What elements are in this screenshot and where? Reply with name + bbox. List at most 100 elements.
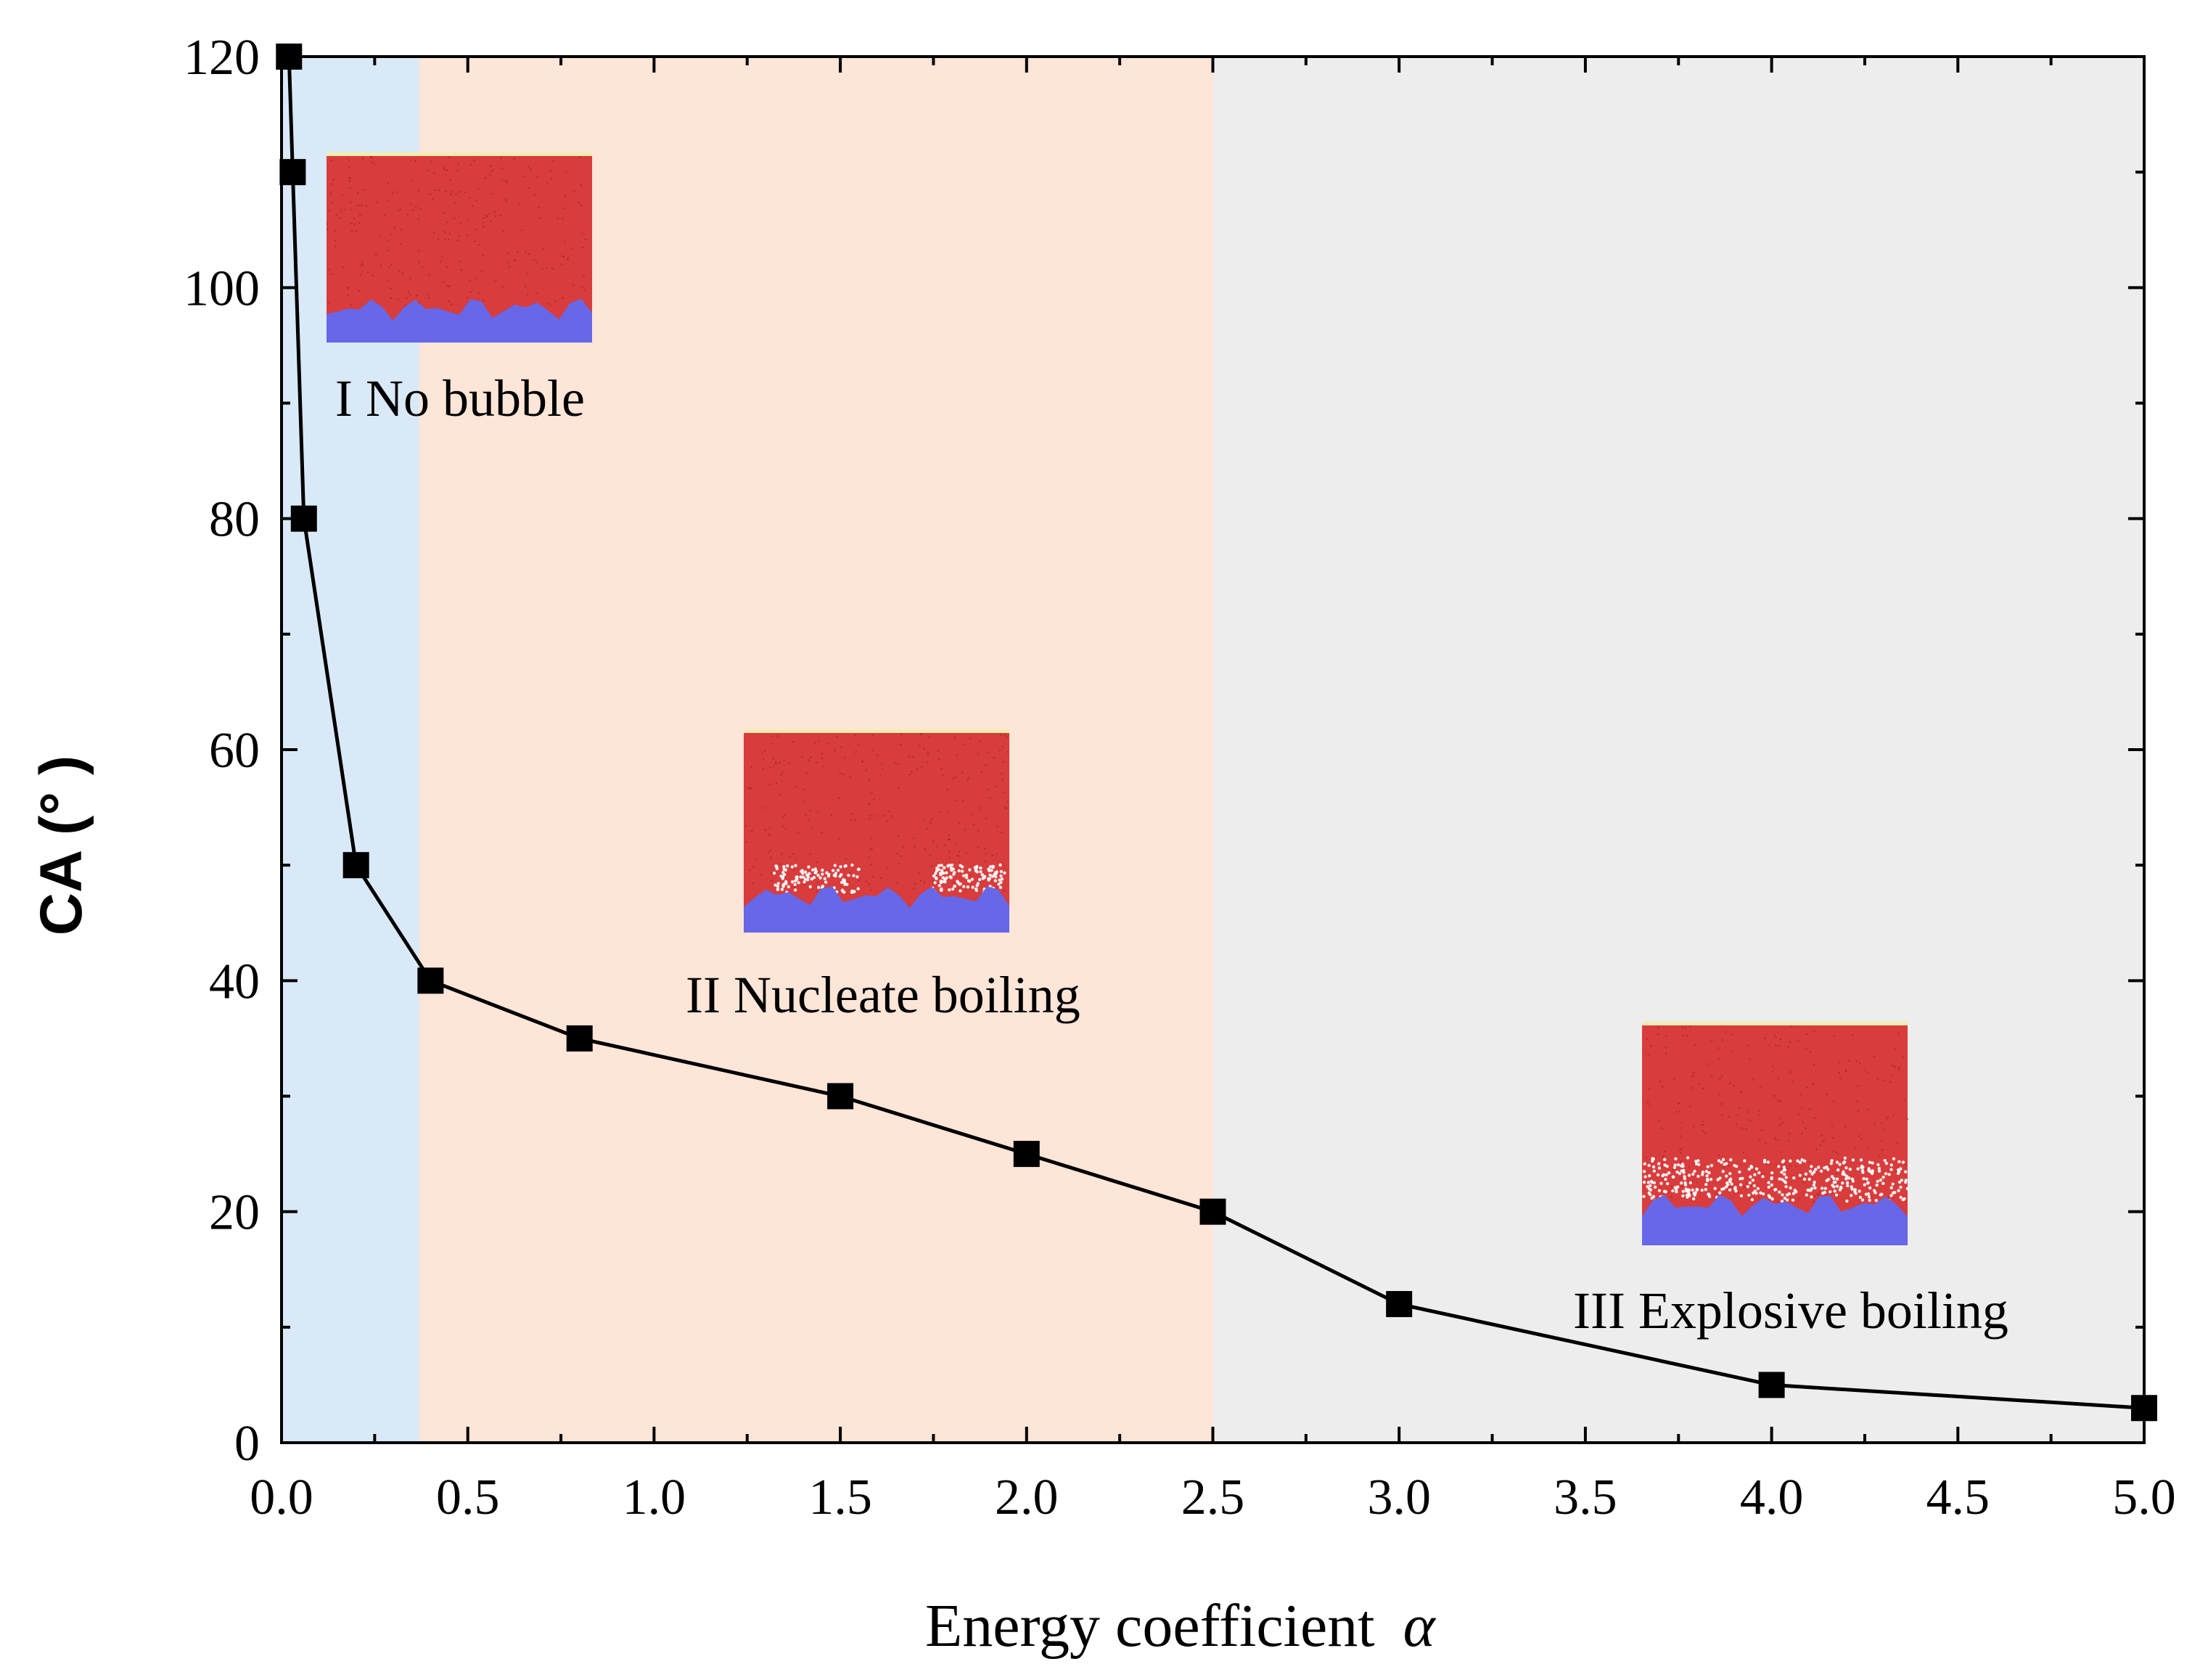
inset-vapor-dot [1724,1185,1728,1189]
inset-vapor-dot [971,885,974,889]
inset-noise [482,254,484,256]
inset-noise [781,853,783,855]
inset-noise [1845,1070,1847,1073]
inset-vapor-dot [1858,1195,1863,1200]
inset-vapor-dot [988,873,992,877]
inset-vapor-dot [966,879,971,882]
inset-vapor-dot [814,869,818,873]
inset-noise [916,769,918,771]
inset-noise [788,865,790,867]
inset-noise [485,215,488,217]
inset-noise [1749,1119,1752,1121]
inset-vapor-dot [1647,1163,1651,1168]
inset-noise [900,733,903,735]
inset-vapor-dot [1646,1181,1650,1184]
inset-noise [1857,1085,1859,1087]
inset-noise [1892,1074,1894,1076]
inset-noise [356,205,358,207]
inset-vapor-dot [1780,1171,1784,1174]
inset-noise [1743,1186,1745,1188]
inset-noise [895,882,898,884]
inset-noise [1881,1123,1883,1125]
inset-noise [1832,1150,1834,1152]
inset-vapor-dot [1792,1176,1796,1180]
inset-noise [1004,734,1006,736]
inset-noise [1881,1140,1883,1142]
inset-noise [371,156,373,158]
inset-noise [1765,1163,1767,1165]
inset-noise [440,261,442,263]
inset-noise [1777,1139,1779,1142]
inset-solid [1642,1195,1908,1245]
inset-noise [1694,1044,1696,1046]
inset-vapor-dot [776,885,780,888]
inset-noise [861,760,863,762]
inset-noise [996,825,998,827]
inset-noise [920,880,922,882]
inset-noise [536,176,538,179]
inset-noise [1772,1065,1774,1068]
inset-noise [1826,1193,1828,1195]
inset-noise [781,816,784,819]
inset-noise [348,177,350,179]
inset-noise [931,865,933,867]
inset-noise [937,750,940,752]
inset-vapor-dot [1725,1174,1728,1178]
inset-noise [490,220,492,222]
inset-noise [836,736,838,738]
inset-noise [961,771,964,774]
inset-vapor-dot [1643,1162,1646,1165]
inset-noise [342,266,345,269]
inset-vapor-dot [821,868,824,872]
snapshot-inset-3 [1642,1022,1909,1245]
inset-noise [478,244,480,246]
inset-noise [467,218,469,221]
inset-vapor-dot [1730,1182,1733,1186]
inset-vapor-dot [847,873,850,877]
inset-noise [1762,1173,1765,1176]
inset-vapor-dot [1892,1157,1896,1161]
inset-noise [1696,1181,1699,1184]
inset-noise [879,798,881,800]
inset-noise [1678,1102,1680,1105]
inset-noise [1740,1091,1742,1093]
inset-vapor-dot [1707,1192,1710,1196]
inset-noise [500,157,502,159]
inset-noise [343,209,345,211]
inset-noise [921,766,923,768]
inset-noise [1001,778,1004,780]
inset-noise [1833,1035,1835,1037]
inset-noise [980,771,982,773]
inset-vapor-dot [1856,1167,1860,1171]
inset-noise [1737,1191,1739,1193]
data-point-marker [417,967,444,994]
inset-noise [1719,1078,1721,1080]
inset-noise [427,297,430,299]
inset-noise [933,872,935,874]
inset-vapor-dot [794,864,797,867]
inset-vapor-dot [1836,1168,1840,1172]
inset-noise [349,187,351,189]
inset-noise [475,277,477,279]
inset-noise [762,807,764,809]
inset-noise [1662,1155,1664,1157]
inset-noise [581,232,583,234]
inset-noise [474,240,476,242]
inset-vapor-dot [1859,1158,1863,1162]
inset-noise [361,204,363,206]
inset-vapor-dot [1700,1173,1704,1176]
inset-noise [1777,1078,1779,1080]
inset-noise [438,238,440,240]
inset-noise [578,201,580,203]
inset-noise [913,887,915,889]
y-tick-label: 40 [209,954,260,1009]
inset-vapor-dot [1749,1175,1752,1179]
inset-noise [528,165,530,168]
inset-noise [1777,1099,1779,1102]
inset-noise [929,822,932,824]
inset-noise [565,171,567,173]
inset-vapor-dot [812,875,816,880]
inset-noise [871,848,873,850]
inset-noise [488,213,491,216]
data-point-marker [1199,1198,1226,1225]
